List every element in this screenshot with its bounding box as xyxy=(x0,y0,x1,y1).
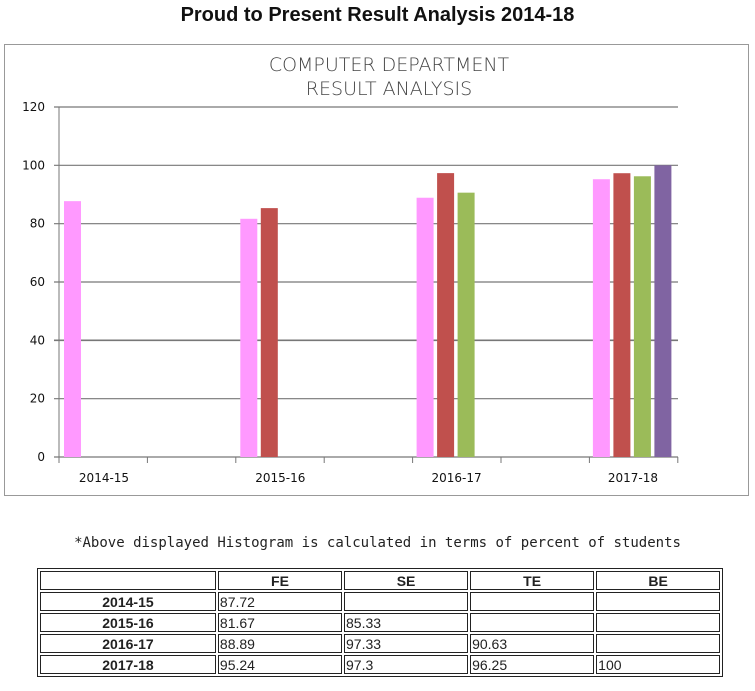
chart-title-line: RESULT ANALYSIS xyxy=(306,78,472,100)
table-cell xyxy=(596,613,720,632)
y-tick-label: 0 xyxy=(37,450,45,464)
row-header: 2017-18 xyxy=(40,655,216,674)
result-table: FE SE TE BE 2014-15 87.72 2015-16 81.67 85.33 201… xyxy=(37,568,723,677)
table-cell xyxy=(470,613,595,632)
row-header: 2014-15 xyxy=(40,592,216,611)
bar xyxy=(457,192,475,457)
table-cell xyxy=(470,592,595,611)
x-tick-label: 2014-15 xyxy=(79,471,129,485)
table-cell: 81.67 xyxy=(217,613,342,632)
table-cell xyxy=(596,634,720,653)
row-header: 2016-17 xyxy=(40,634,216,653)
y-tick-label: 20 xyxy=(30,392,45,406)
table-cell xyxy=(344,592,469,611)
column-header xyxy=(40,571,216,590)
chart-frame: COMPUTER DEPARTMENT RESULT ANALYSIS 0 20 40 6… xyxy=(4,44,749,496)
table-header-row: FE SE TE BE xyxy=(40,571,720,590)
y-tick-label: 80 xyxy=(30,217,45,231)
column-header: SE xyxy=(344,571,469,590)
x-tick-label: 2017-18 xyxy=(608,471,658,485)
y-tick-label: 60 xyxy=(30,275,45,289)
table-cell xyxy=(596,592,720,611)
bar xyxy=(654,165,672,457)
row-header: 2015-16 xyxy=(40,613,216,632)
table-cell: 85.33 xyxy=(344,613,469,632)
table-cell: 96.25 xyxy=(470,655,595,674)
table-row: 2017-18 95.24 97.3 96.25 100 xyxy=(40,655,720,674)
bar xyxy=(260,208,278,457)
bar xyxy=(416,197,434,458)
x-tick-label: 2016-17 xyxy=(432,471,482,485)
bar xyxy=(613,173,631,458)
table-row: 2016-17 88.89 97.33 90.63 xyxy=(40,634,720,653)
bar xyxy=(64,201,81,457)
table-cell: 97.33 xyxy=(344,634,469,653)
y-tick-label: 120 xyxy=(22,100,45,114)
y-tick-label: 100 xyxy=(22,158,45,172)
bar xyxy=(240,218,258,457)
page-title: Proud to Present Result Analysis 2014-18 xyxy=(180,4,575,26)
column-header: FE xyxy=(217,571,342,590)
table-cell: 97.3 xyxy=(344,655,469,674)
chart-title-line: COMPUTER DEPARTMENT xyxy=(269,54,510,76)
table-cell: 100 xyxy=(596,655,720,674)
table-cell: 87.72 xyxy=(217,592,342,611)
y-tick-label: 40 xyxy=(30,333,45,347)
table-row: 2014-15 87.72 xyxy=(40,592,720,611)
x-tick-label: 2015-16 xyxy=(255,471,305,485)
bar xyxy=(592,179,610,457)
table-cell: 88.89 xyxy=(217,634,342,653)
histogram-note: *Above displayed Histogram is calculated… xyxy=(74,535,681,551)
column-header: TE xyxy=(470,571,595,590)
table-row: 2015-16 81.67 85.33 xyxy=(40,613,720,632)
bar xyxy=(633,176,651,458)
column-header: BE xyxy=(596,571,720,590)
table-cell: 90.63 xyxy=(470,634,595,653)
bar xyxy=(437,173,455,457)
table-cell: 95.24 xyxy=(217,655,342,674)
